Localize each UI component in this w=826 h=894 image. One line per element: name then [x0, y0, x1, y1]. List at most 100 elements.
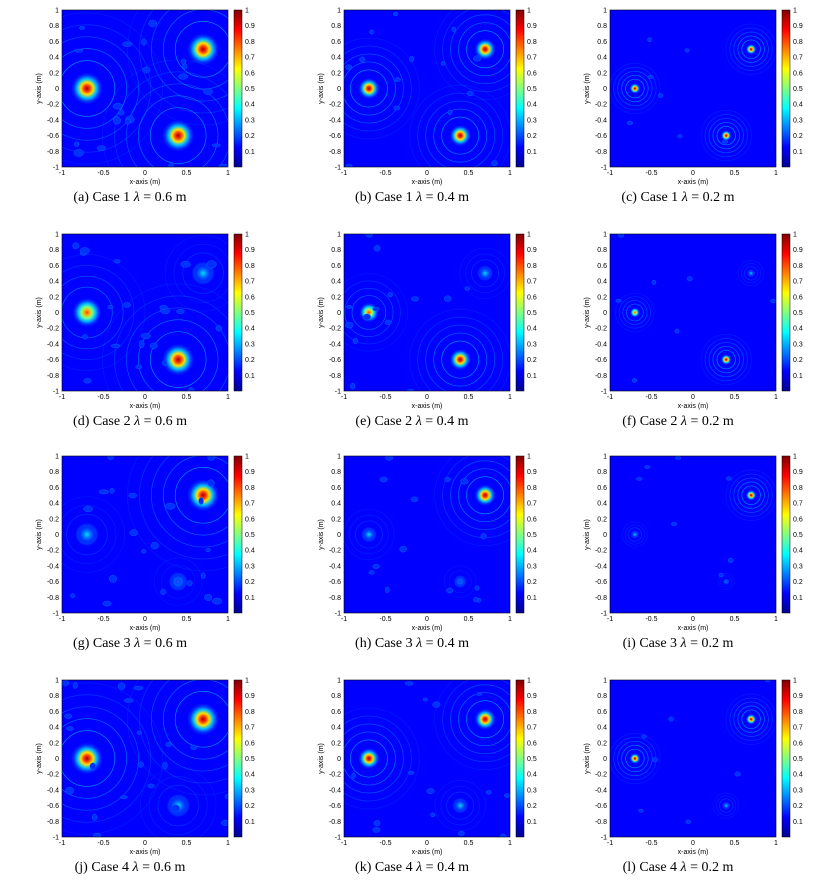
interference-blob — [675, 456, 682, 460]
subplot-svg: 1 0.8 0.6 0.4 0.2 0 -0.2 -0.4 -0.6 -0.8 -1-1 -0.5 0 0… — [318, 8, 537, 187]
colorbar-tick-label: 0.4 — [245, 548, 255, 555]
sidelobe-ring — [441, 340, 480, 379]
sidelobe-ring — [62, 505, 117, 564]
interference-blob — [638, 808, 644, 813]
heatmap-area — [62, 10, 228, 167]
interference-blob — [119, 795, 128, 800]
source-peak — [629, 753, 641, 764]
heatmap-area — [610, 680, 776, 837]
colorbar-tick-label: 0.8 — [245, 485, 255, 492]
source-peak — [477, 265, 493, 282]
colorbar — [233, 455, 243, 614]
sidelobe-ring — [349, 514, 389, 555]
sidelobe-ring — [713, 792, 740, 819]
y-tick-label: 0.4 — [49, 279, 59, 286]
caption-lambda: λ — [134, 636, 141, 651]
colorbar-tick-label: 0.5 — [527, 756, 537, 763]
colorbar-tick-label: 0.1 — [245, 819, 255, 826]
sidelobe-ring — [344, 37, 420, 140]
y-tick-label: -0.4 — [595, 787, 607, 794]
sidelobe-ring — [627, 527, 643, 542]
colorbar-tick-label: 0.5 — [245, 756, 255, 763]
x-tick-label: 0 — [143, 170, 147, 177]
source-peak — [187, 33, 220, 66]
colorbar-tick-label: 1 — [245, 678, 249, 685]
plot-frame — [609, 679, 777, 838]
colorbar-tick-label: 0.3 — [245, 563, 255, 570]
interference-blob — [491, 160, 498, 167]
sidelobe-ring — [344, 723, 404, 794]
colorbar-tick-label: 0.3 — [527, 341, 537, 348]
colorbar-tick-label: 0.8 — [527, 485, 537, 492]
y-tick-label: 0.2 — [597, 294, 607, 301]
y-tick-label: -0.6 — [595, 803, 607, 810]
colorbar-tick-label: 0.9 — [793, 469, 803, 476]
caption-equals: = — [421, 414, 437, 429]
subplot-d: 1 0.8 0.6 0.4 0.2 0 -0.2 -0.4 -0.6 -0.8 -1 -1 -0.5 0 0… — [0, 224, 260, 446]
y-tick-label: 0.6 — [597, 263, 607, 270]
interference-blob — [387, 292, 393, 298]
colorbar-tick-label: 0.6 — [793, 70, 803, 77]
colorbar-tick-label: 0.9 — [245, 247, 255, 254]
sidelobe-ring — [138, 95, 219, 167]
source-peak — [162, 343, 195, 376]
x-tick-label: -1 — [59, 616, 65, 623]
colorbar-tick-label: 0.3 — [527, 117, 537, 124]
sidelobe-ring — [62, 12, 163, 165]
sidelobe-ring — [102, 283, 228, 391]
interference-blob — [615, 298, 622, 303]
interference-blob — [129, 529, 138, 537]
sidelobe-ring — [737, 481, 765, 509]
interference-blob — [770, 299, 776, 304]
interference-blob — [190, 744, 198, 751]
y-tick-label: -1 — [601, 611, 607, 618]
caption-equals: = — [422, 190, 438, 205]
colorbar-tick-label: 0.8 — [793, 709, 803, 716]
interference-blob — [430, 812, 436, 818]
y-tick-label: 0.6 — [331, 263, 341, 270]
y-tick-label: -0.6 — [329, 133, 341, 140]
sidelobe-ring — [344, 731, 396, 786]
x-tick-label: -1 — [607, 394, 613, 401]
interference-blob — [83, 505, 93, 513]
y-tick-label: 0.8 — [49, 469, 59, 476]
source-peak — [358, 77, 380, 100]
y-tick-label: 0.2 — [331, 740, 341, 747]
sidelobe-ring — [344, 61, 396, 116]
interference-blob — [652, 757, 659, 763]
colorbar-tick-label: 0.7 — [245, 501, 255, 508]
sidelobe-ring — [738, 260, 765, 287]
y-tick-label: 0.2 — [331, 516, 341, 523]
sidelobe-ring — [433, 108, 488, 163]
source-peak — [453, 575, 467, 588]
source-peak — [722, 801, 731, 810]
y-tick-label: 0.8 — [597, 469, 607, 476]
source-peak — [745, 489, 757, 501]
x-tick-label: 0 — [425, 840, 429, 847]
interference-blob — [407, 770, 415, 775]
colorbar-tick-label: 0.3 — [527, 563, 537, 570]
source-peak — [745, 43, 757, 55]
y-tick-label: 0.4 — [49, 55, 59, 62]
x-axis-label: x-axis (m) — [412, 403, 443, 410]
colorbar-tick-label: 0.6 — [245, 516, 255, 523]
x-tick-label: -0.5 — [97, 170, 109, 177]
y-tick-label: 1 — [55, 8, 59, 15]
caption-lambda: λ — [680, 414, 687, 429]
x-tick-label: 0.5 — [182, 840, 192, 847]
y-tick-label: 0.8 — [597, 23, 607, 30]
interference-blob — [372, 306, 380, 312]
caption-value: 0.4 m — [437, 190, 469, 205]
sidelobe-ring — [140, 767, 217, 837]
sidelobe-ring — [62, 48, 128, 129]
source-peak — [75, 522, 99, 547]
interference-blob — [725, 476, 732, 481]
sidelobe-ring — [174, 21, 228, 78]
interference-blob — [422, 697, 428, 702]
caption-value: 0.4 m — [437, 860, 469, 875]
sidelobe-ring — [441, 116, 480, 155]
colorbar-tick-label: 0.1 — [793, 149, 803, 156]
interference-blob — [457, 830, 465, 836]
sidelobe-ring — [344, 280, 401, 345]
y-tick-label: -1 — [601, 835, 607, 842]
